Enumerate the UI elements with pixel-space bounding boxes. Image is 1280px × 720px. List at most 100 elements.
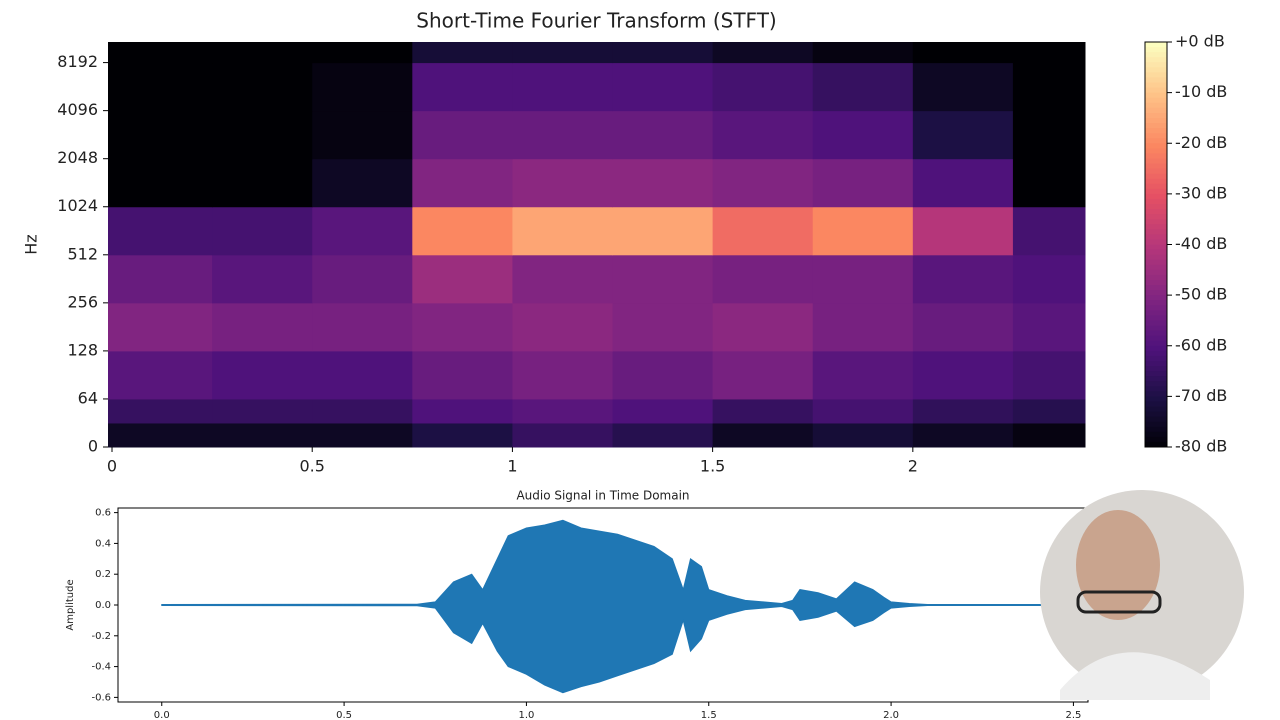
heatmap-cell [312, 422, 413, 448]
heatmap-cell [312, 302, 413, 352]
colorbar-segment [1145, 47, 1167, 53]
chart-title: Audio Signal in Time Domain [516, 489, 689, 503]
heatmap-cell [212, 350, 313, 400]
colorbar-segment [1145, 112, 1167, 119]
x-tick-label: 1.0 [518, 710, 534, 720]
y-tick-label: 0 [88, 437, 98, 456]
colorbar-segment [1145, 360, 1167, 367]
colorbar-segment [1145, 158, 1167, 164]
colorbar-segment [1145, 290, 1167, 296]
heatmap-cell [712, 350, 814, 400]
colorbar-segment [1145, 426, 1167, 433]
heatmap-cell [512, 42, 614, 64]
colorbar-segment [1145, 148, 1167, 154]
colorbar-tick-label: -80 dB [1175, 437, 1227, 456]
heatmap-cell [612, 398, 714, 424]
heatmap-cell [812, 42, 914, 64]
colorbar-segment [1145, 436, 1167, 443]
heatmap-cell [412, 42, 513, 64]
colorbar-segment [1145, 254, 1167, 261]
colorbar-segment [1145, 279, 1167, 286]
heatmap-cell [1012, 254, 1086, 304]
heatmap-cell [912, 42, 1014, 64]
colorbar-segment [1145, 295, 1167, 301]
colorbar-segment [1145, 396, 1167, 402]
colorbar-segment [1145, 416, 1167, 423]
colorbar-segment [1145, 234, 1167, 240]
heatmap-cell [612, 302, 714, 352]
heatmap-cell [312, 206, 413, 256]
colorbar-segment [1145, 204, 1167, 210]
heatmap-cell [912, 398, 1014, 424]
colorbar-segment [1145, 188, 1167, 195]
colorbar-segment [1145, 107, 1167, 114]
y-tick-label: 256 [67, 292, 98, 311]
heatmap-cell [512, 158, 614, 208]
heatmap-cell [312, 42, 413, 64]
heatmap-cell [212, 206, 313, 256]
heatmap-cell [612, 422, 714, 448]
heatmap-cell [512, 302, 614, 352]
heatmap-cell [312, 398, 413, 424]
heatmap-cell [612, 254, 714, 304]
heatmap-cell [712, 110, 814, 160]
x-tick-label: 2.5 [1065, 710, 1081, 720]
x-tick-label: 1 [507, 457, 517, 476]
heatmap-cell [812, 254, 914, 304]
heatmap-cell [108, 398, 213, 424]
heatmap-cell [512, 206, 614, 256]
colorbar-segment [1145, 249, 1167, 256]
heatmap-cell [1012, 158, 1086, 208]
colorbar-segment [1145, 62, 1167, 68]
y-axis-label: Amplitude [65, 579, 76, 630]
heatmap-cell [612, 110, 714, 160]
colorbar-segment [1145, 259, 1167, 266]
heatmap-cell [412, 254, 513, 304]
heatmap-cell [1012, 42, 1086, 64]
colorbar-tick-label: -40 dB [1175, 234, 1227, 253]
heatmap-cell [712, 206, 814, 256]
heatmap-cell [412, 206, 513, 256]
colorbar-segment [1145, 117, 1167, 124]
colorbar-segment [1145, 335, 1167, 342]
heatmap-cell [912, 206, 1014, 256]
heatmap-cell [108, 206, 213, 256]
colorbar-segment [1145, 274, 1167, 281]
colorbar-segment [1145, 366, 1167, 372]
colorbar-segment [1145, 264, 1167, 271]
x-tick-label: 0 [107, 457, 117, 476]
colorbar-segment [1145, 350, 1167, 357]
heatmap-cell [212, 158, 313, 208]
y-axis-label: Hz [22, 234, 41, 254]
heatmap-cell [108, 110, 213, 160]
heatmap-cell [1012, 422, 1086, 448]
colorbar-segment [1145, 178, 1167, 185]
y-tick-label: 1024 [57, 196, 98, 215]
colorbar-segment [1145, 168, 1167, 175]
y-tick-label: -0.4 [91, 662, 111, 673]
colorbar-segment [1145, 381, 1167, 387]
heatmap-cell [812, 422, 914, 448]
heatmap-cell [812, 158, 914, 208]
colorbar-segment [1145, 163, 1167, 170]
colorbar-segment [1145, 239, 1167, 245]
colorbar-segment [1145, 173, 1167, 180]
heatmap-cell [512, 110, 614, 160]
x-tick-label: 1.5 [700, 457, 725, 476]
heatmap-cell [912, 158, 1014, 208]
y-tick-label: 8192 [57, 52, 98, 71]
y-tick-label: 0.0 [95, 600, 111, 611]
colorbar-segment [1145, 138, 1167, 144]
heatmap-cell [512, 422, 614, 448]
y-tick-label: -0.6 [91, 692, 111, 703]
colorbar-segment [1145, 128, 1167, 134]
colorbar-segment [1145, 229, 1167, 235]
colorbar-segment [1145, 67, 1167, 73]
heatmap-cell [212, 254, 313, 304]
colorbar-segment [1145, 411, 1167, 418]
colorbar-segment [1145, 143, 1167, 149]
heatmap-cell [212, 42, 313, 64]
heatmap-cell [912, 62, 1014, 112]
heatmap-cell [1012, 110, 1086, 160]
colorbar-segment [1145, 421, 1167, 428]
